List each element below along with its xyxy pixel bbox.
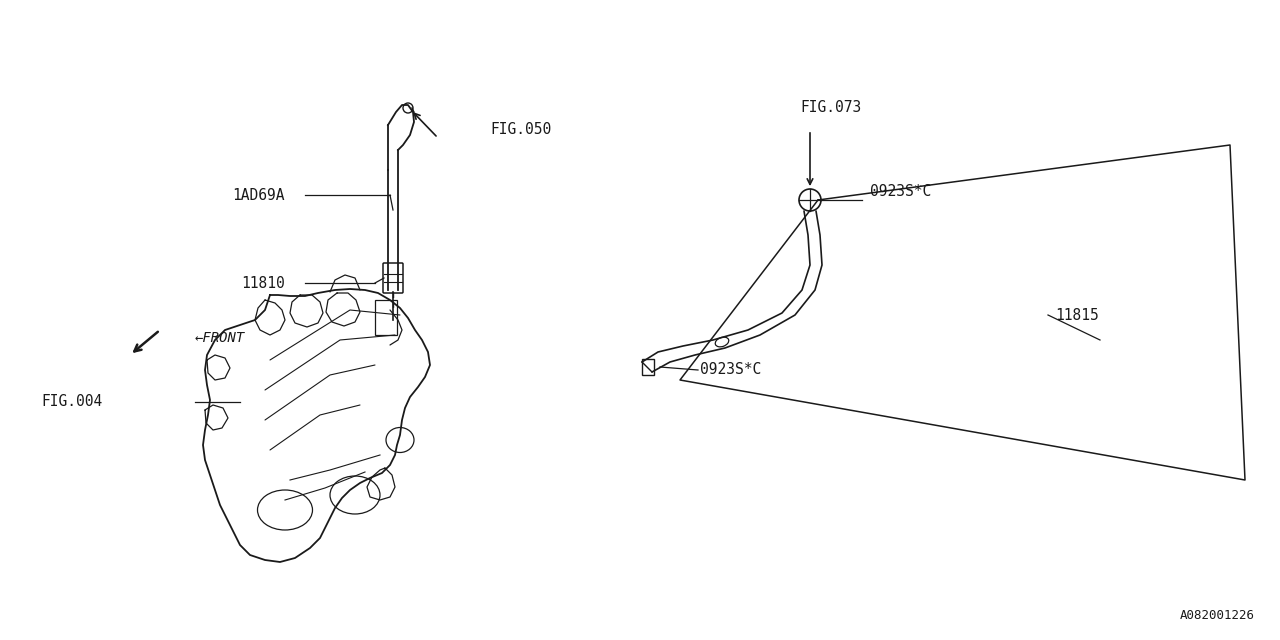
Circle shape xyxy=(403,103,413,113)
Text: 1AD69A: 1AD69A xyxy=(233,188,285,202)
Bar xyxy=(375,300,397,335)
Text: FIG.050: FIG.050 xyxy=(490,122,552,138)
FancyBboxPatch shape xyxy=(383,263,403,293)
Ellipse shape xyxy=(257,490,312,530)
Circle shape xyxy=(799,189,820,211)
Ellipse shape xyxy=(387,428,413,452)
Ellipse shape xyxy=(716,337,728,347)
Text: 0923S*C: 0923S*C xyxy=(700,362,762,378)
Text: FIG.004: FIG.004 xyxy=(42,394,102,410)
Text: 11810: 11810 xyxy=(241,275,285,291)
Text: FIG.073: FIG.073 xyxy=(800,100,861,115)
Ellipse shape xyxy=(330,476,380,514)
Bar xyxy=(643,359,654,375)
Text: A082001226: A082001226 xyxy=(1180,609,1254,622)
Text: 11815: 11815 xyxy=(1055,307,1098,323)
Text: 0923S*C: 0923S*C xyxy=(870,184,932,200)
Text: ←FRONT: ←FRONT xyxy=(195,331,246,345)
